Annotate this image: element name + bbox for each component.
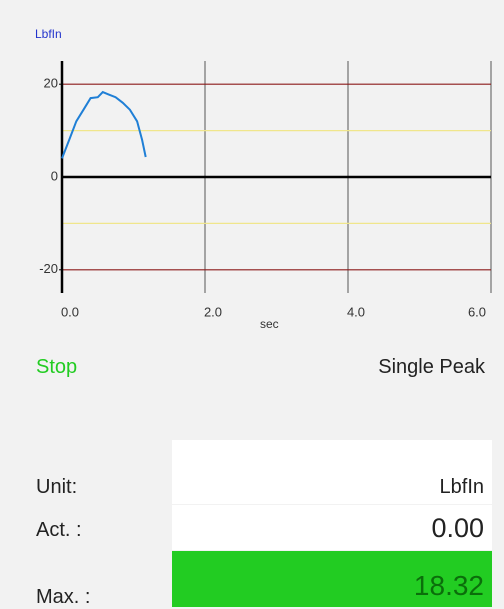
row-value: LbfIn bbox=[439, 476, 484, 498]
unit-cell bbox=[172, 440, 492, 504]
y-axis-label: LbfIn bbox=[35, 27, 62, 41]
chart: LbfIn sec 0.0 2.0 4.0 6.0 20 0 -20 bbox=[35, 27, 492, 331]
row-label: Act. : bbox=[36, 519, 82, 541]
row-label: Unit: bbox=[36, 476, 78, 498]
row-value: 0.00 bbox=[431, 513, 484, 543]
max-cell bbox=[172, 551, 492, 607]
x-tick-label: 4.0 bbox=[347, 304, 365, 319]
status-mode[interactable]: Single Peak bbox=[378, 356, 485, 378]
x-tick-label: 0.0 bbox=[61, 304, 79, 319]
y-tick-label: 0 bbox=[51, 168, 58, 183]
x-tick-label: 6.0 bbox=[468, 304, 486, 319]
act-cell bbox=[172, 505, 492, 550]
x-tick-label: 2.0 bbox=[204, 304, 222, 319]
row-label: Max. : bbox=[36, 586, 91, 608]
x-axis-label: sec bbox=[260, 317, 279, 331]
y-tick-label: 20 bbox=[44, 76, 58, 91]
data-line bbox=[61, 90, 147, 159]
row-value: 18.32 bbox=[413, 570, 484, 601]
y-tick-label: -20 bbox=[39, 261, 58, 276]
status-state[interactable]: Stop bbox=[36, 356, 78, 378]
